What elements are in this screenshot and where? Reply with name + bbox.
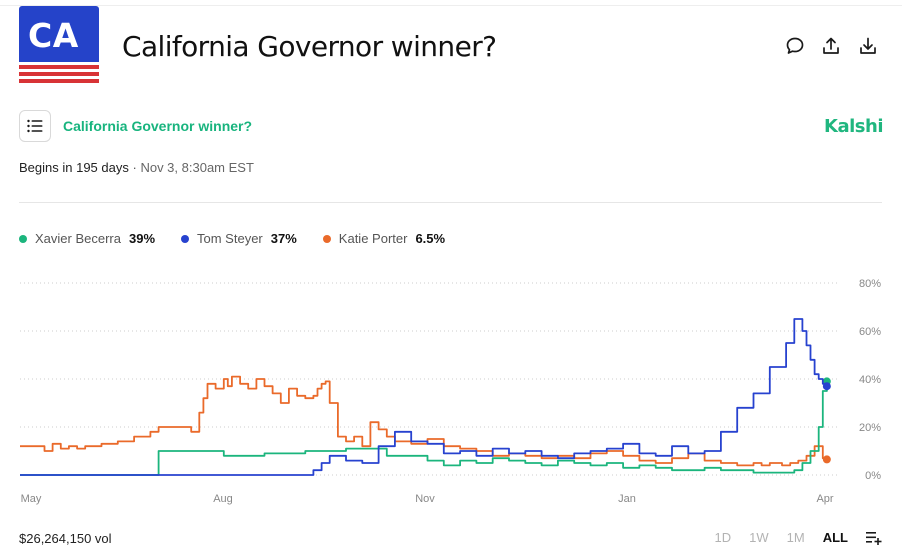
legend-name: Katie Porter bbox=[338, 231, 408, 246]
brand-logo[interactable]: Kalshi bbox=[824, 116, 883, 137]
logo-stripe bbox=[19, 72, 99, 76]
market-logo: CA bbox=[19, 6, 99, 86]
y-tick-label: 80% bbox=[859, 278, 881, 290]
separator: · bbox=[132, 160, 137, 175]
time-range-selector: 1D 1W 1M ALL bbox=[715, 530, 882, 545]
legend-item[interactable]: Xavier Becerra 39% bbox=[19, 231, 155, 246]
x-tick-label: Jan bbox=[618, 493, 636, 505]
legend-dot bbox=[19, 234, 27, 243]
legend-pct: 37% bbox=[270, 231, 297, 246]
range-all-button[interactable]: ALL bbox=[822, 530, 848, 545]
top-divider bbox=[0, 5, 902, 6]
share-icon[interactable] bbox=[821, 36, 841, 56]
series-endpoint-katie-porter bbox=[822, 455, 831, 464]
list-button[interactable] bbox=[19, 110, 51, 142]
range-1d-button[interactable]: 1D bbox=[714, 530, 732, 545]
legend-dot bbox=[181, 234, 190, 243]
download-icon[interactable] bbox=[858, 36, 878, 56]
y-tick-label: 0% bbox=[865, 470, 881, 482]
x-tick-label: May bbox=[21, 493, 42, 505]
x-tick-label: Aug bbox=[213, 493, 233, 505]
x-tick-label: Apr bbox=[816, 493, 833, 505]
price-chart[interactable]: 80% 60% 40% 20% 0% May Aug Nov Jan Apr bbox=[0, 260, 902, 510]
x-tick-label: Nov bbox=[415, 493, 435, 505]
playlist-add-icon[interactable] bbox=[866, 531, 882, 545]
range-1m-button[interactable]: 1M bbox=[786, 530, 805, 545]
legend-pct: 6.5% bbox=[415, 231, 446, 246]
legend-item[interactable]: Tom Steyer 37% bbox=[181, 231, 297, 246]
comment-icon[interactable] bbox=[785, 36, 805, 56]
logo-stripe bbox=[19, 65, 99, 69]
page-title: California Governor winner? bbox=[122, 30, 497, 63]
legend-name: Tom Steyer bbox=[197, 231, 263, 246]
logo-text: CA bbox=[28, 16, 79, 55]
range-1w-button[interactable]: 1W bbox=[749, 530, 769, 545]
y-tick-label: 60% bbox=[859, 326, 881, 338]
y-tick-label: 20% bbox=[859, 422, 881, 434]
begins-text: Begins in 195 days bbox=[19, 160, 129, 175]
market-title-link[interactable]: California Governor winner? bbox=[63, 118, 253, 134]
legend-item[interactable]: Katie Porter 6.5% bbox=[322, 231, 446, 246]
volume-text: $26,264,150 vol bbox=[19, 531, 112, 546]
legend-name: Xavier Becerra bbox=[35, 231, 121, 246]
series-line-tom-steyer bbox=[20, 318, 828, 476]
legend-dot bbox=[322, 234, 331, 243]
logo-stripe bbox=[19, 79, 99, 83]
legend-pct: 39% bbox=[128, 231, 156, 246]
series-line-katie-porter bbox=[20, 375, 828, 467]
list-icon bbox=[27, 119, 43, 133]
section-divider bbox=[19, 202, 882, 203]
y-tick-label: 40% bbox=[859, 374, 881, 386]
logo-blue-field bbox=[19, 6, 99, 62]
series-line-xavier-becerra bbox=[20, 381, 828, 476]
chart-legend: Xavier Becerra 39% Tom Steyer 37% Katie … bbox=[19, 231, 445, 246]
event-timing: Begins in 195 days · Nov 3, 8:30am EST bbox=[19, 160, 254, 175]
event-date: Nov 3, 8:30am EST bbox=[140, 160, 254, 175]
series-endpoint-tom-steyer bbox=[822, 382, 831, 391]
